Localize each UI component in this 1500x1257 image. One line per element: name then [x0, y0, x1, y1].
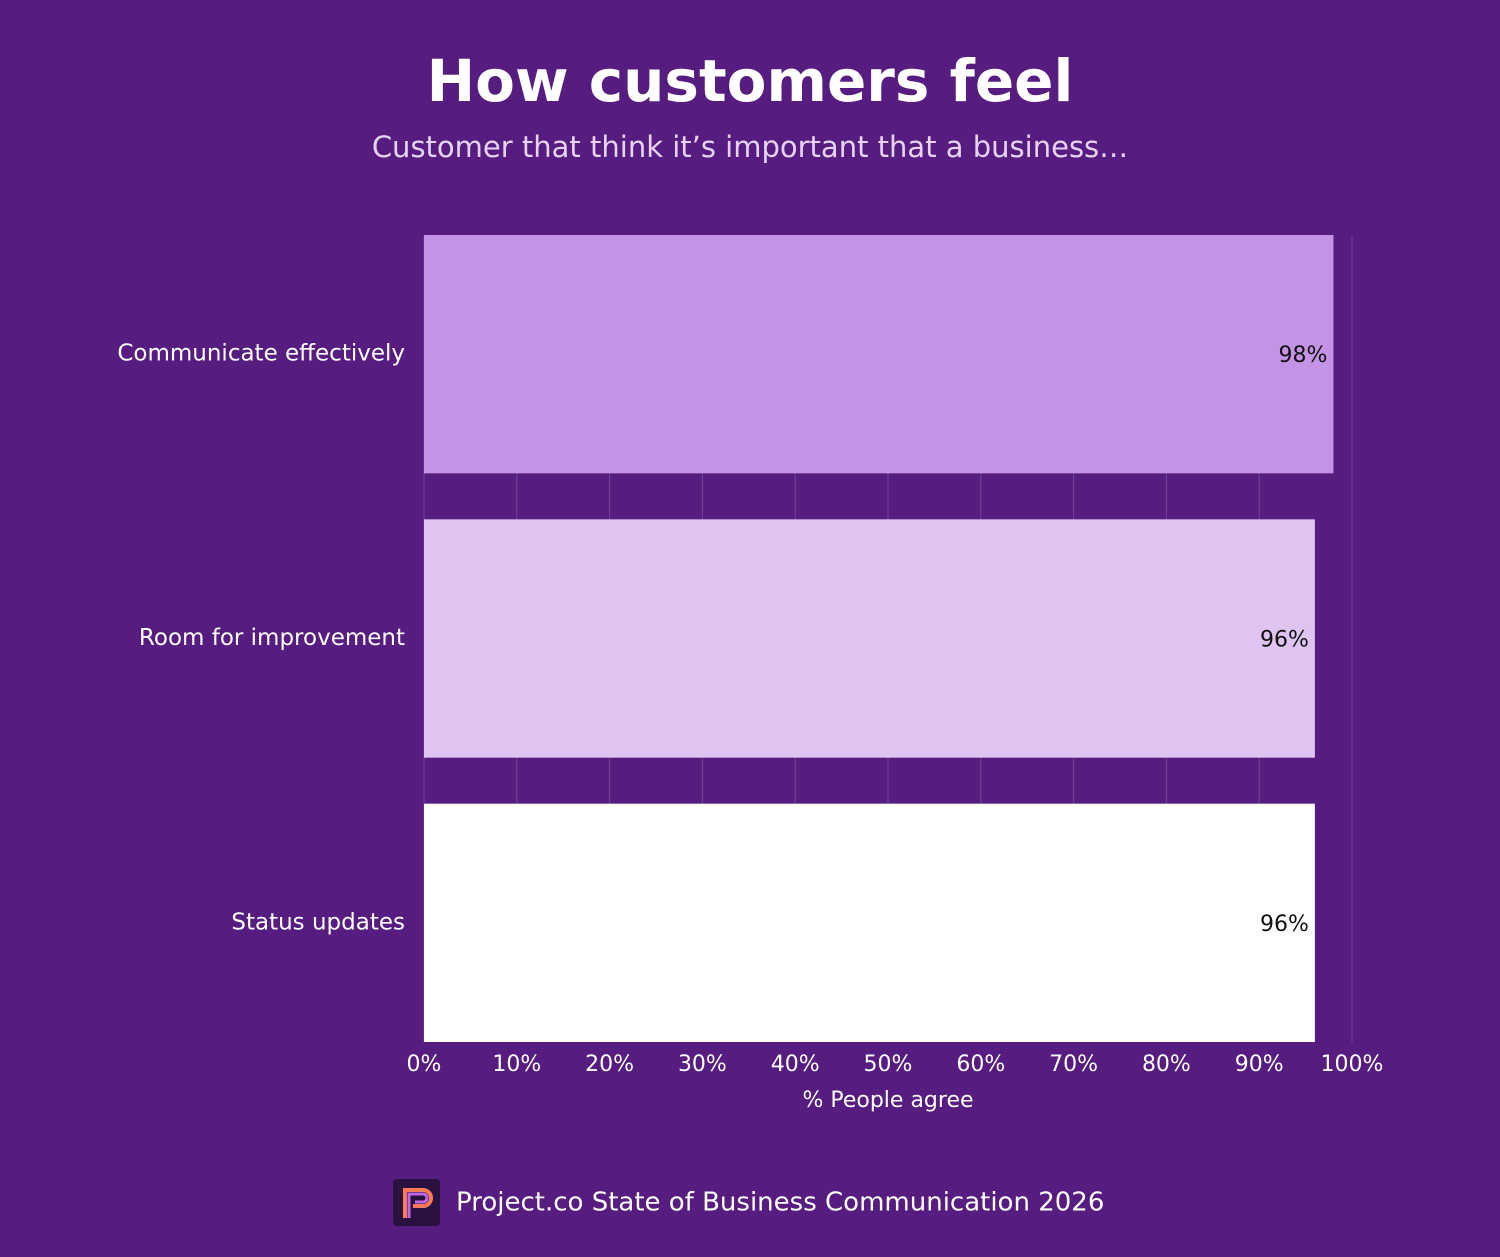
bar	[424, 235, 1334, 474]
chart-subtitle: Customer that think it’s important that …	[372, 130, 1128, 164]
value-label: 96%	[1260, 628, 1309, 653]
x-tick-label: 0%	[407, 1052, 442, 1077]
x-tick-label: 80%	[1142, 1052, 1191, 1077]
value-label: 96%	[1260, 912, 1309, 937]
x-tick-label: 40%	[771, 1052, 820, 1077]
x-tick-label: 70%	[1049, 1052, 1098, 1077]
category-label: Communicate effectively	[117, 341, 405, 367]
chart-title: How customers feel	[427, 47, 1074, 115]
x-tick-label: 50%	[864, 1052, 913, 1077]
x-tick-label: 100%	[1321, 1052, 1384, 1077]
x-tick-label: 20%	[585, 1052, 634, 1077]
x-tick-label: 10%	[492, 1052, 541, 1077]
category-label: Room for improvement	[139, 625, 405, 651]
x-tick-label: 30%	[678, 1052, 727, 1077]
category-label: Status updates	[231, 909, 405, 935]
x-axis-label: % People agree	[802, 1088, 973, 1113]
bar	[424, 519, 1315, 758]
x-tick-label: 90%	[1235, 1052, 1284, 1077]
x-tick-label: 60%	[956, 1052, 1005, 1077]
source: Project.co State of Business Communicati…	[456, 1188, 1104, 1218]
bar	[424, 803, 1315, 1042]
source-logo	[393, 1179, 440, 1226]
value-label: 98%	[1279, 343, 1328, 368]
